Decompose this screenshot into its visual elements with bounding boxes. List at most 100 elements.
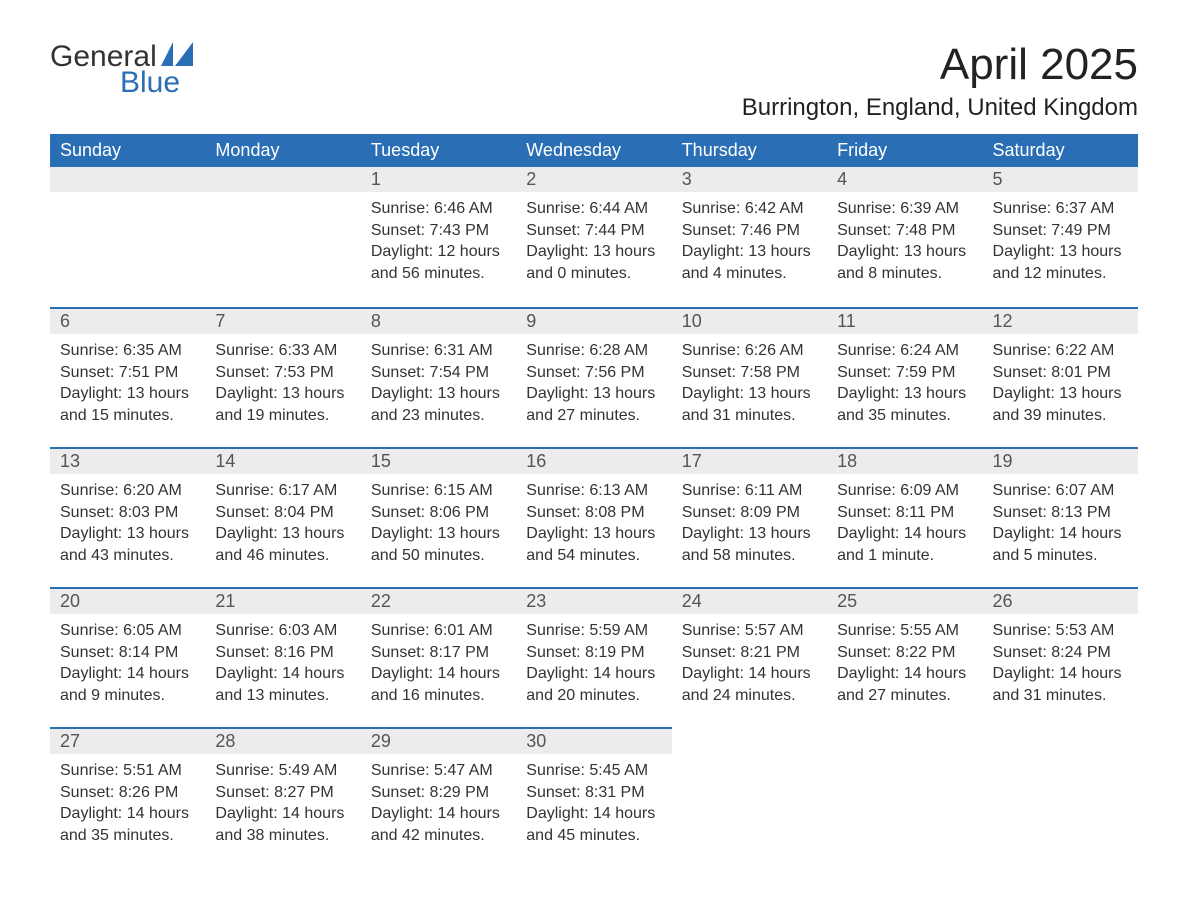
sunset-value: 7:53 PM	[274, 364, 334, 381]
weekday-header: Wednesday	[516, 134, 671, 167]
sunset-label: Sunset:	[215, 784, 274, 801]
day-details: Sunrise: 6:26 AMSunset: 7:58 PMDaylight:…	[672, 334, 827, 444]
sunset-label: Sunset:	[371, 364, 430, 381]
day-details: Sunrise: 6:37 AMSunset: 7:49 PMDaylight:…	[983, 192, 1138, 302]
daylight-label: Daylight:	[371, 243, 438, 260]
sunset: Sunset: 7:43 PM	[371, 220, 506, 242]
calendar-cell: 1Sunrise: 6:46 AMSunset: 7:43 PMDaylight…	[361, 167, 516, 307]
sunrise: Sunrise: 5:57 AM	[682, 620, 817, 642]
sunset-value: 7:54 PM	[430, 364, 490, 381]
weekday-header: Thursday	[672, 134, 827, 167]
sunrise: Sunrise: 6:42 AM	[682, 198, 817, 220]
sunrise-value: 6:03 AM	[279, 622, 338, 639]
sunset: Sunset: 8:27 PM	[215, 782, 350, 804]
day-number: 24	[672, 587, 827, 614]
sunset-label: Sunset:	[60, 504, 119, 521]
sunrise-label: Sunrise:	[371, 482, 434, 499]
daylight: Daylight: 13 hours and 0 minutes.	[526, 241, 661, 284]
sunrise-label: Sunrise:	[837, 622, 900, 639]
sunset-label: Sunset:	[526, 504, 585, 521]
sunrise: Sunrise: 5:45 AM	[526, 760, 661, 782]
day-number: 6	[50, 307, 205, 334]
sunrise-label: Sunrise:	[682, 200, 745, 217]
daylight-label: Daylight:	[682, 665, 749, 682]
sunset-label: Sunset:	[837, 644, 896, 661]
day-details: Sunrise: 6:22 AMSunset: 8:01 PMDaylight:…	[983, 334, 1138, 444]
sunrise-value: 6:26 AM	[745, 342, 804, 359]
sunrise-label: Sunrise:	[60, 482, 123, 499]
daylight: Daylight: 13 hours and 12 minutes.	[993, 241, 1128, 284]
daylight: Daylight: 13 hours and 31 minutes.	[682, 383, 817, 426]
day-number: 12	[983, 307, 1138, 334]
calendar-cell-empty	[205, 167, 360, 307]
daylight-label: Daylight:	[215, 665, 282, 682]
sunset: Sunset: 8:16 PM	[215, 642, 350, 664]
sunrise: Sunrise: 6:37 AM	[993, 198, 1128, 220]
sunrise-value: 6:33 AM	[279, 342, 338, 359]
day-details: Sunrise: 6:17 AMSunset: 8:04 PMDaylight:…	[205, 474, 360, 584]
sunrise-value: 6:24 AM	[900, 342, 959, 359]
sunrise: Sunrise: 5:49 AM	[215, 760, 350, 782]
daylight-label: Daylight:	[993, 243, 1060, 260]
calendar-row: 13Sunrise: 6:20 AMSunset: 8:03 PMDayligh…	[50, 447, 1138, 587]
day-details: Sunrise: 6:42 AMSunset: 7:46 PMDaylight:…	[672, 192, 827, 302]
calendar-row: 20Sunrise: 6:05 AMSunset: 8:14 PMDayligh…	[50, 587, 1138, 727]
sunset-label: Sunset:	[837, 504, 896, 521]
sunset: Sunset: 8:17 PM	[371, 642, 506, 664]
day-number: 20	[50, 587, 205, 614]
calendar-table: SundayMondayTuesdayWednesdayThursdayFrid…	[50, 134, 1138, 867]
daylight-label: Daylight:	[215, 385, 282, 402]
daylight: Daylight: 13 hours and 58 minutes.	[682, 523, 817, 566]
calendar-cell: 19Sunrise: 6:07 AMSunset: 8:13 PMDayligh…	[983, 447, 1138, 587]
sunset: Sunset: 8:21 PM	[682, 642, 817, 664]
sunset-label: Sunset:	[215, 644, 274, 661]
calendar-cell-empty	[672, 727, 827, 867]
sunrise-value: 6:39 AM	[900, 200, 959, 217]
sunset: Sunset: 7:59 PM	[837, 362, 972, 384]
sunset-label: Sunset:	[993, 222, 1052, 239]
daylight: Daylight: 14 hours and 13 minutes.	[215, 663, 350, 706]
sunrise-label: Sunrise:	[60, 622, 123, 639]
day-number-empty	[205, 167, 360, 192]
sunrise-value: 6:07 AM	[1056, 482, 1115, 499]
daylight: Daylight: 13 hours and 43 minutes.	[60, 523, 195, 566]
daylight: Daylight: 13 hours and 8 minutes.	[837, 241, 972, 284]
sunset: Sunset: 7:44 PM	[526, 220, 661, 242]
sunrise: Sunrise: 5:47 AM	[371, 760, 506, 782]
day-number: 17	[672, 447, 827, 474]
sunrise: Sunrise: 6:05 AM	[60, 620, 195, 642]
sunrise-label: Sunrise:	[526, 342, 589, 359]
daylight: Daylight: 13 hours and 35 minutes.	[837, 383, 972, 426]
calendar-cell: 13Sunrise: 6:20 AMSunset: 8:03 PMDayligh…	[50, 447, 205, 587]
sunset-value: 8:14 PM	[119, 644, 179, 661]
day-number: 26	[983, 587, 1138, 614]
sunset-label: Sunset:	[682, 504, 741, 521]
logo: General Blue	[50, 40, 193, 100]
sunrise-label: Sunrise:	[60, 762, 123, 779]
sunset: Sunset: 8:26 PM	[60, 782, 195, 804]
day-number: 21	[205, 587, 360, 614]
day-details: Sunrise: 6:09 AMSunset: 8:11 PMDaylight:…	[827, 474, 982, 584]
sunset-label: Sunset:	[371, 644, 430, 661]
day-number: 4	[827, 167, 982, 192]
sunrise-value: 5:49 AM	[279, 762, 338, 779]
sunset-label: Sunset:	[60, 784, 119, 801]
daylight: Daylight: 14 hours and 9 minutes.	[60, 663, 195, 706]
daylight: Daylight: 13 hours and 4 minutes.	[682, 241, 817, 284]
sunrise-value: 6:31 AM	[434, 342, 493, 359]
sunset: Sunset: 7:49 PM	[993, 220, 1128, 242]
sunset-value: 7:43 PM	[430, 222, 490, 239]
sunset: Sunset: 8:14 PM	[60, 642, 195, 664]
sunset-label: Sunset:	[837, 364, 896, 381]
sunset: Sunset: 8:09 PM	[682, 502, 817, 524]
daylight-label: Daylight:	[371, 385, 438, 402]
sunrise: Sunrise: 6:11 AM	[682, 480, 817, 502]
sunset-label: Sunset:	[526, 364, 585, 381]
sunset-label: Sunset:	[215, 504, 274, 521]
weekday-header: Friday	[827, 134, 982, 167]
sunset-label: Sunset:	[371, 222, 430, 239]
day-details: Sunrise: 6:11 AMSunset: 8:09 PMDaylight:…	[672, 474, 827, 584]
calendar-cell: 28Sunrise: 5:49 AMSunset: 8:27 PMDayligh…	[205, 727, 360, 867]
day-number: 15	[361, 447, 516, 474]
daylight: Daylight: 13 hours and 27 minutes.	[526, 383, 661, 426]
